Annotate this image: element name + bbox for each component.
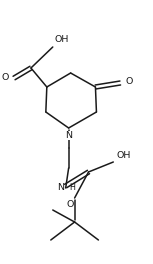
Text: O: O [2, 73, 9, 82]
Text: N: N [65, 131, 72, 140]
Text: N: N [57, 183, 64, 192]
Text: H: H [70, 183, 76, 192]
Text: O: O [66, 200, 74, 209]
Text: OH: OH [116, 151, 131, 160]
Text: OH: OH [55, 35, 69, 44]
Text: O: O [125, 78, 133, 87]
